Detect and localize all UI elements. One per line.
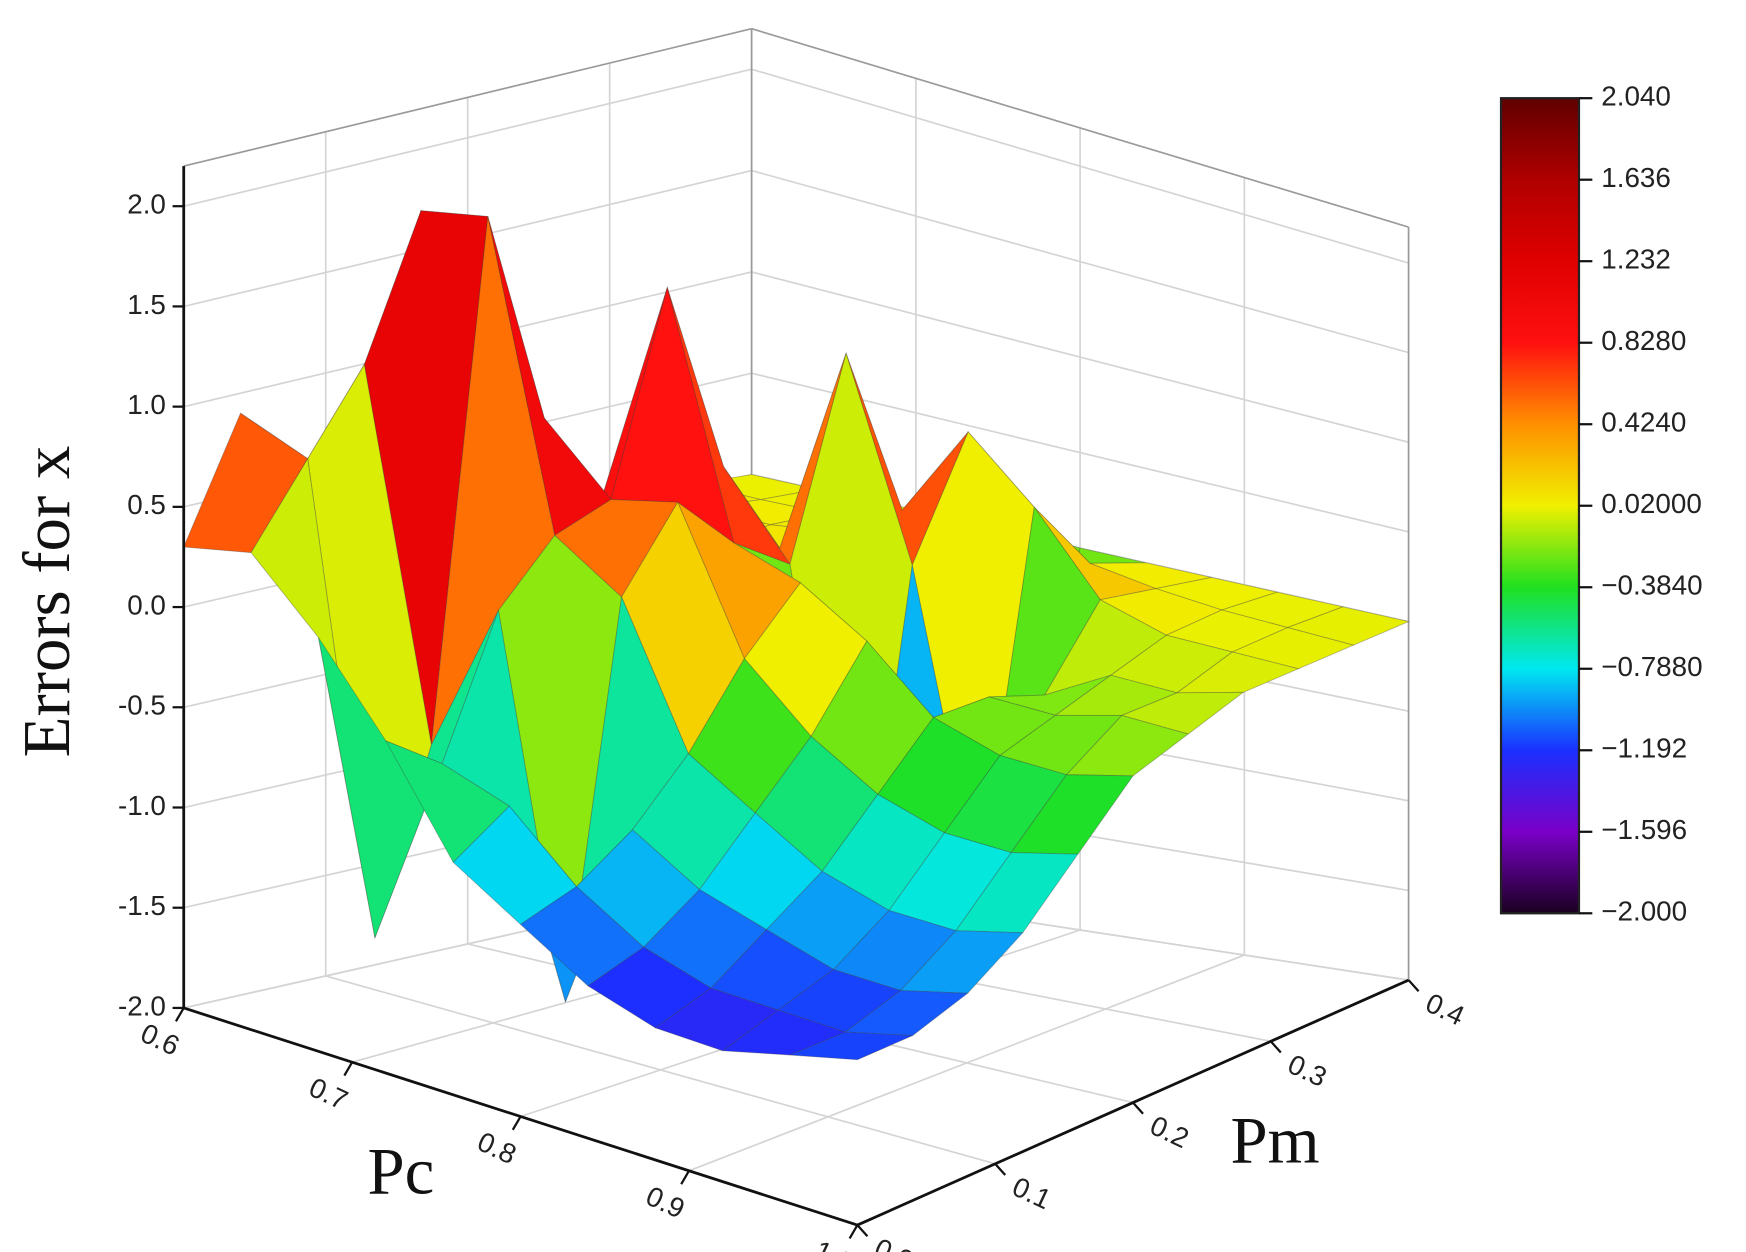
wall-grid-line <box>751 169 1409 354</box>
wall-grid-line <box>751 68 1409 264</box>
surface-layer <box>183 209 1411 1061</box>
y-tick-label: 0.1 <box>1008 1171 1056 1215</box>
colorbar-tick-label: −1.192 <box>1601 733 1687 764</box>
surface-cell <box>955 852 1079 934</box>
z-tick-label: 2.0 <box>127 189 166 220</box>
z-tick-label: -1.0 <box>118 790 166 821</box>
colorbar-tick-label: −2.000 <box>1601 896 1687 927</box>
surface-cell <box>789 1031 913 1061</box>
y-tick <box>1407 979 1420 992</box>
z-tick-label: 1.5 <box>127 289 166 320</box>
z-tick-label: 0.0 <box>127 589 166 620</box>
y-tick-label: 0.2 <box>1145 1110 1193 1154</box>
surface-cell <box>1065 714 1190 777</box>
wall-edge <box>183 27 752 167</box>
surface-cell <box>844 990 969 1037</box>
colorbar-tick-label: 0.4240 <box>1601 407 1686 438</box>
x-axis-label: Pc <box>367 1135 434 1209</box>
x-tick <box>511 1115 522 1131</box>
z-tick-label: -0.5 <box>118 690 166 721</box>
z-tick-label: -1.5 <box>118 890 166 921</box>
surface-cell <box>1286 606 1411 646</box>
x-tick <box>174 1007 185 1022</box>
z-tick-label: 0.5 <box>127 489 166 520</box>
colorbar <box>1499 97 1581 915</box>
y-tick <box>994 1163 1007 1176</box>
wall-grid-line <box>751 271 1409 444</box>
y-axis-label: Pm <box>1230 1103 1319 1177</box>
x-tick <box>680 1170 690 1185</box>
z-tick-label: -2.0 <box>118 990 166 1021</box>
colorbar-tick-label: −0.3840 <box>1601 570 1702 601</box>
colorbar-tick-label: 0.02000 <box>1601 488 1702 519</box>
x-tick-label: 0.6 <box>136 1017 184 1061</box>
colorbar-tick-label: 1.636 <box>1601 162 1671 193</box>
y-tick-label: 0.3 <box>1283 1048 1331 1092</box>
colorbar-tick-label: −0.7880 <box>1601 651 1702 682</box>
x-tick-label: 0.7 <box>304 1071 352 1115</box>
surface-cell <box>1230 627 1355 670</box>
colorbar-tick-label: 0.8280 <box>1601 325 1686 356</box>
y-tick-label: 0.4 <box>1421 987 1469 1031</box>
y-tick-label: 0.0 <box>870 1232 918 1252</box>
x-tick <box>343 1061 354 1077</box>
wall-grid-line <box>183 68 752 208</box>
y-tick <box>1132 1101 1144 1115</box>
y-axis-line <box>856 978 1410 1227</box>
x-tick-label: 0.8 <box>473 1126 521 1170</box>
x-tick <box>848 1224 859 1239</box>
wall-edge <box>751 27 1409 228</box>
surface-cell <box>899 930 1024 994</box>
floor-grid-line <box>325 975 996 1165</box>
z-tick-label: 1.0 <box>127 389 166 420</box>
colorbar-tick-label: −1.596 <box>1601 814 1687 845</box>
y-tick <box>856 1224 869 1237</box>
colorbar-tick-label: 1.232 <box>1601 244 1671 275</box>
x-tick-label: 0.9 <box>641 1180 689 1224</box>
colorbar-tick-label: 2.040 <box>1601 81 1671 112</box>
z-axis-label: Errors for x <box>10 446 84 758</box>
y-tick <box>1269 1040 1282 1054</box>
